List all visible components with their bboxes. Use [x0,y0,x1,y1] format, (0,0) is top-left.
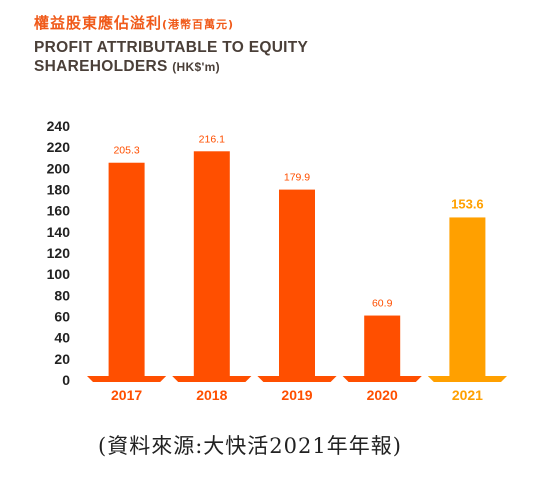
y-tick-label: 240 [47,118,71,134]
y-tick-label: 220 [47,139,71,155]
data-label: 216.1 [199,133,225,145]
source-caption: (資料來源:大快活2021年年報) [98,434,402,458]
y-tick-label: 180 [47,182,71,198]
chart-title-zh: 權益股東應佔溢利(港幣百萬元) [34,12,234,33]
data-label: 179.9 [284,172,310,184]
data-label: 153.6 [451,196,484,211]
y-tick-label: 200 [47,160,71,176]
y-tick-label: 20 [54,351,70,367]
data-label: 205.3 [113,145,139,157]
bar [108,162,145,380]
chart-title-en: PROFIT ATTRIBUTABLE TO EQUITY SHAREHOLDE… [34,38,374,77]
x-tick-label: 2019 [281,387,312,403]
data-label: 60.9 [372,298,393,310]
bar [193,151,230,380]
title-zh-text: 權益股東應佔溢利 [34,14,163,32]
title-en-text: PROFIT ATTRIBUTABLE TO EQUITY SHAREHOLDE… [34,39,308,75]
x-tick-label: 2021 [452,387,483,403]
y-tick-label: 140 [47,224,71,240]
x-tick-label: 2020 [367,387,398,403]
unit-zh-text: (港幣百萬元) [162,18,235,31]
y-tick-label: 120 [47,245,71,261]
y-tick-label: 0 [62,372,70,388]
y-tick-label: 100 [47,266,71,282]
bar [449,217,486,380]
y-tick-label: 40 [54,330,70,346]
y-tick-label: 80 [54,287,70,303]
bar [364,315,401,380]
y-tick-label: 60 [54,309,70,325]
x-tick-label: 2018 [196,387,227,403]
y-tick-label: 160 [47,203,71,219]
x-tick-label: 2017 [111,387,142,403]
bar [279,189,315,380]
unit-en-text: (HK$'m) [172,60,220,74]
